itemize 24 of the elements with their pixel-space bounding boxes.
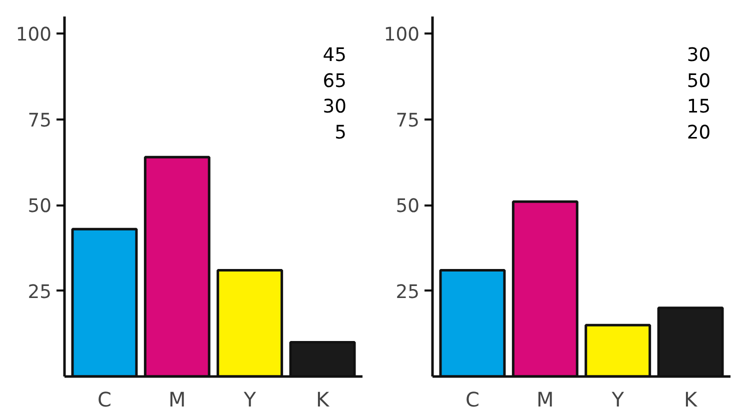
- x-tick-label: M: [168, 388, 186, 408]
- x-tick-label: M: [536, 388, 554, 408]
- x-tick-label: K: [684, 388, 698, 408]
- annotation: 65: [322, 70, 347, 92]
- y-tick-label: 75: [396, 110, 420, 132]
- y-tick-label: 75: [28, 110, 52, 132]
- y-tick-label: 50: [28, 196, 52, 218]
- annotation: 45: [322, 45, 347, 66]
- y-tick-label: 50: [396, 196, 420, 218]
- annotation: 5: [334, 122, 347, 144]
- annotation: 50: [686, 70, 711, 92]
- annotation: 30: [686, 45, 711, 66]
- x-tick-label: Y: [610, 388, 625, 408]
- y-tick-label: 100: [384, 24, 420, 46]
- annotation: 30: [322, 96, 347, 118]
- x-tick-label: C: [465, 388, 480, 408]
- annotation: 20: [686, 122, 711, 144]
- annotation: 15: [686, 96, 711, 118]
- x-tick-label: Y: [242, 388, 257, 408]
- x-tick-label: K: [316, 388, 330, 408]
- y-tick-label: 100: [16, 24, 52, 46]
- y-tick-label: 25: [28, 282, 52, 303]
- x-tick-label: C: [97, 388, 112, 408]
- y-tick-label: 25: [396, 282, 420, 303]
